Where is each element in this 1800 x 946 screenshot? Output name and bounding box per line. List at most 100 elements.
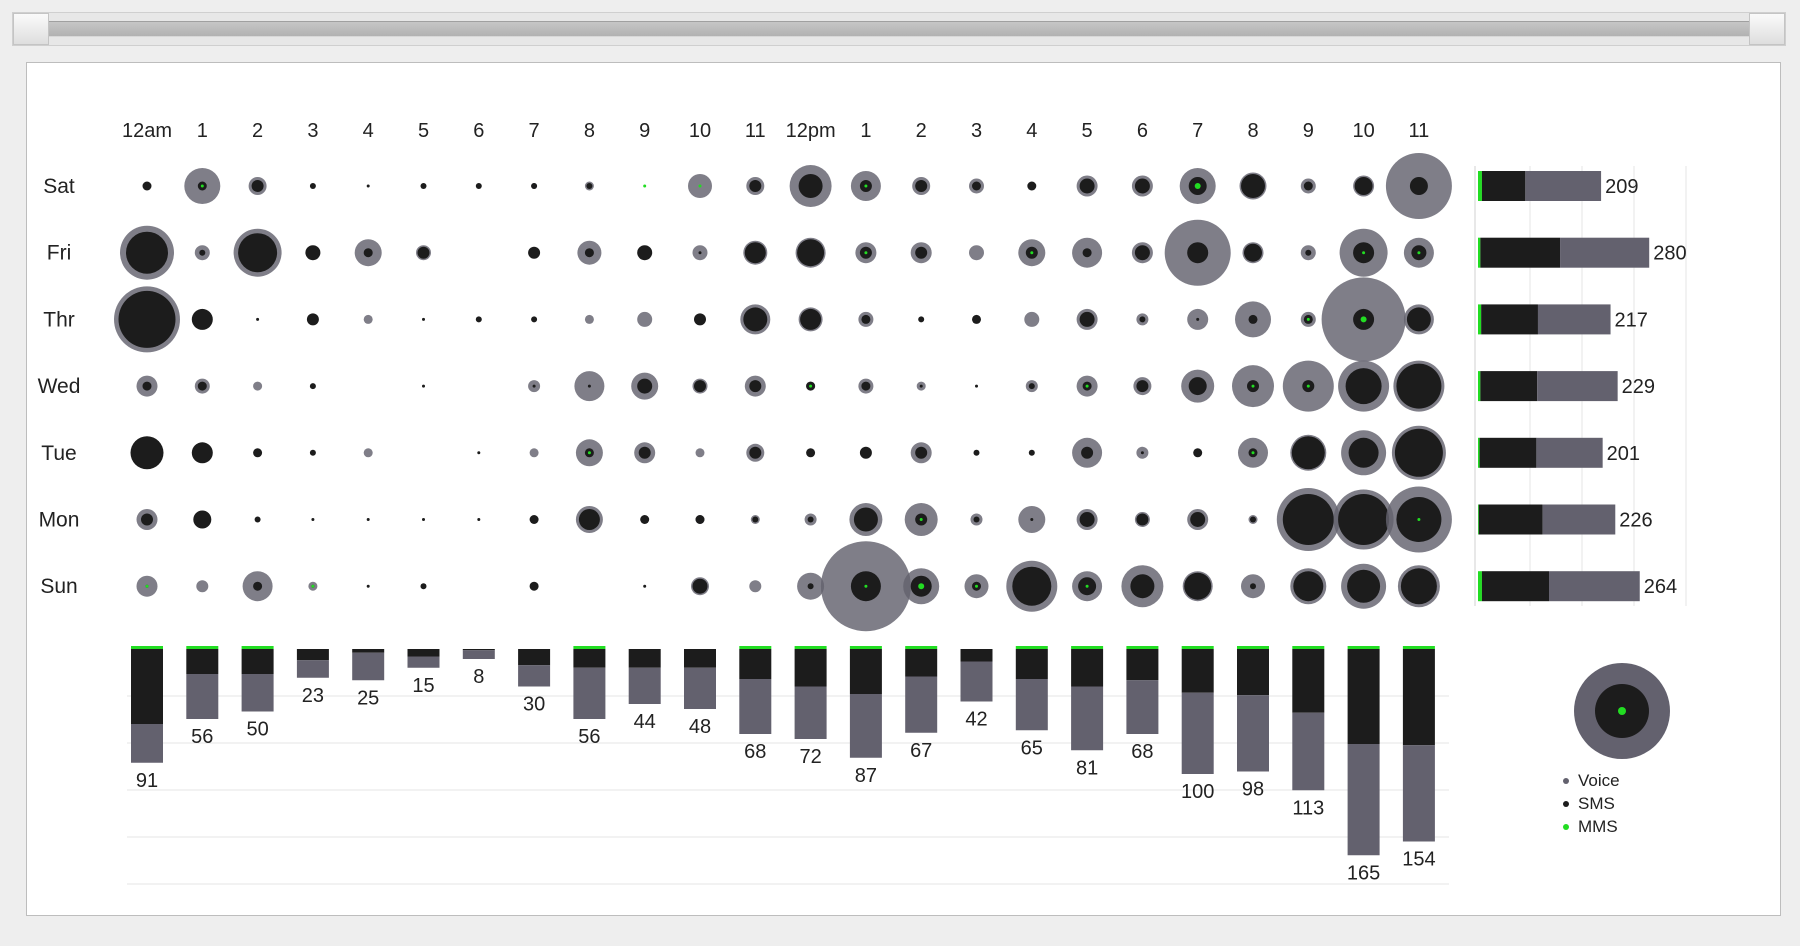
day-label: Mon [39,509,80,532]
hour-bar-voice [794,686,827,739]
sms-bubble [366,518,370,521]
hour-label: 1 [197,120,208,142]
sms-bubble [422,317,425,321]
hour-total-label: 23 [302,685,324,707]
hour-label: 7 [1192,120,1203,142]
mms-bubble [200,184,204,188]
sms-bubble [1130,574,1155,599]
day-bar-voice [1536,437,1603,468]
hour-total-label: 165 [1347,862,1380,884]
hour-label: 7 [529,120,540,142]
sms-bubble [309,383,316,390]
hour-bar-voice [186,674,219,719]
sms-bubble [142,181,152,191]
hour-bar-mms [573,646,606,649]
horizontal-scrollbar[interactable] [12,12,1786,46]
sms-bubble [695,515,705,524]
hour-label: 4 [363,120,374,142]
voice-bubble [363,448,373,458]
hour-bar-voice [1071,686,1104,751]
hour-total-label: 100 [1181,781,1214,803]
sms-bubble [1293,571,1324,602]
hour-bar-voice [849,694,882,758]
sms-bubble [975,384,978,388]
hour-total-label: 68 [1131,741,1153,763]
hour-label: 6 [473,120,484,142]
hour-bar-voice [462,650,495,659]
sms-bubble [749,380,762,393]
sms-bubble [1188,377,1207,396]
mms-bubble [864,584,868,588]
chart-canvas: 12am 1 2 3 4 5 6 7 8 9 10 11 12pm 1 2 3 4 5 6 7 8 9 10 11 SatFr… [38,120,1687,885]
hour-bar-sms [1402,649,1435,746]
mms-bubble [809,384,813,388]
day-label: Sat [43,175,75,198]
hour-bar-sms [1071,649,1104,687]
sms-bubble [918,316,925,323]
sms-bubble [587,384,591,388]
voice-bubble [969,245,984,261]
scrollbar-groove[interactable] [49,21,1749,37]
legend: Voice SMS MMS [1563,663,1670,836]
day-total-label: 209 [1605,176,1638,198]
hour-bar-voice [131,724,163,763]
sms-bubble [586,183,593,189]
hour-total-label: 50 [246,719,268,741]
sms-bubble [1193,448,1203,458]
sms-bubble [1184,572,1212,600]
scroll-handle-right[interactable] [1749,13,1785,45]
hour-label: 11 [745,120,766,142]
sms-bubble [1027,181,1037,191]
sms-bubble [141,513,153,526]
sms-bubble [1303,181,1313,191]
hour-label: 9 [1303,120,1314,142]
hour-bar-voice [739,679,772,734]
scroll-handle-left[interactable] [13,13,49,45]
hour-bar-voice [1347,744,1380,856]
legend-voice-dot [1563,778,1569,784]
day-bar-mms [1478,504,1479,535]
sms-bubble [973,516,980,523]
mms-bubble [587,451,591,455]
sms-bubble [1291,436,1325,470]
sms-bubble [253,581,263,591]
sms-bubble [238,233,278,273]
day-bar-mms [1478,437,1480,468]
sms-bubble [366,584,370,588]
day-total-bars: 209 280 217 229 201 226 264 [1478,171,1687,602]
hour-label: 5 [418,120,429,142]
hour-bar-sms [407,649,440,657]
sms-bubble [254,516,261,523]
hour-bar-voice [960,661,993,702]
voice-bubble [695,448,705,458]
day-bar-voice [1537,304,1611,335]
hour-bar-mms [241,646,274,649]
sms-bubble [422,518,425,521]
hour-total-label: 65 [1021,737,1043,759]
sms-bubble [798,174,823,198]
hour-bar-mms [1347,646,1380,649]
day-bar-voice [1549,571,1640,602]
sms-bubble [1028,449,1035,456]
hour-bar-sms [905,649,938,677]
sms-bubble [578,509,600,530]
sms-bubble [366,184,370,188]
sms-bubble [637,245,653,261]
hour-bar-voice [628,667,661,704]
voice-bubble [529,448,539,458]
hour-total-label: 67 [910,740,932,762]
mms-bubble [1417,251,1421,255]
sms-bubble [477,451,481,455]
sms-bubble [915,246,928,259]
hour-bar-mms [131,646,163,649]
hour-label: 10 [1352,120,1374,142]
hour-bar-sms [794,649,827,687]
mms-bubble [1360,316,1367,323]
legend-label: SMS [1578,794,1615,813]
hour-label: 6 [1137,120,1148,142]
day-bar-voice [1537,371,1618,402]
sms-bubble [1409,177,1428,195]
sms-bubble [859,446,872,459]
hour-label: 10 [689,120,711,142]
mms-bubble [864,251,868,255]
